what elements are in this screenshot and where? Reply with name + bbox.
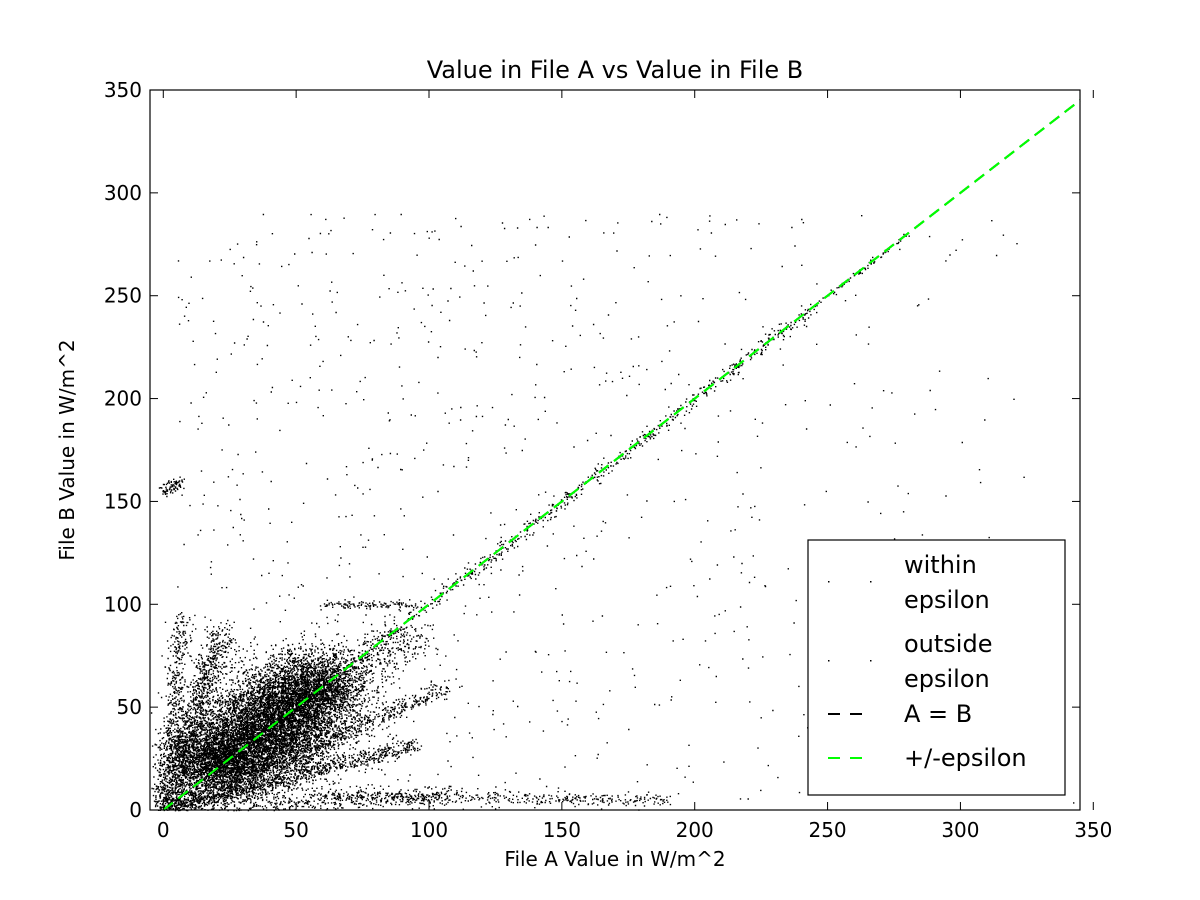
reference-lines [162, 99, 1081, 811]
x-tick-label: 350 [1074, 818, 1112, 842]
legend-point-marker [870, 581, 872, 583]
x-axis-label: File A Value in W/m^2 [504, 847, 725, 871]
legend-item: +/-epsilon [828, 744, 1027, 772]
x-tick-label: 150 [543, 818, 581, 842]
legend-label: A = B [904, 700, 972, 728]
y-tick-label: 50 [117, 695, 142, 719]
legend-item: within epsilon [828, 551, 990, 614]
y-axis-label: File B Value in W/m^2 [55, 339, 79, 560]
plot-frame [149, 89, 1081, 811]
x-tick-label: 100 [410, 818, 448, 842]
y-tick-label: 150 [104, 489, 142, 513]
y-axis-ticks: 0 50 100 150 200 250 300 350 [104, 78, 1080, 822]
legend-item: outside epsilon [828, 630, 992, 693]
epsilon-line-2 [162, 99, 1081, 811]
x-tick-label: 250 [808, 818, 846, 842]
x-tick-label: 200 [676, 818, 714, 842]
legend-label: outside epsilon [904, 630, 992, 693]
legend-label: within epsilon [904, 551, 990, 614]
x-tick-label: 50 [283, 818, 308, 842]
y-tick-label: 0 [129, 798, 142, 822]
y-tick-label: 100 [104, 592, 142, 616]
legend-point-marker [828, 581, 830, 583]
chart-title: Value in File A vs Value in File B [427, 56, 804, 84]
legend: within epsilon outside epsilon A = B +/-epsil… [807, 539, 1066, 796]
legend-point-marker [828, 660, 830, 662]
y-tick-label: 350 [104, 78, 142, 102]
points-layer [150, 213, 1075, 812]
y-tick-label: 250 [104, 284, 142, 308]
legend-box [807, 539, 1066, 796]
scatter-points [150, 213, 1075, 812]
y-tick-label: 200 [104, 387, 142, 411]
legend-point-marker [870, 660, 872, 662]
x-axis-ticks: 0 50 100 150 200 250 300 350 [157, 90, 1112, 842]
legend-label: +/-epsilon [904, 744, 1027, 772]
y-tick-label: 300 [104, 181, 142, 205]
x-tick-label: 0 [157, 818, 170, 842]
x-tick-label: 300 [941, 818, 979, 842]
legend-item: A = B [828, 700, 972, 728]
